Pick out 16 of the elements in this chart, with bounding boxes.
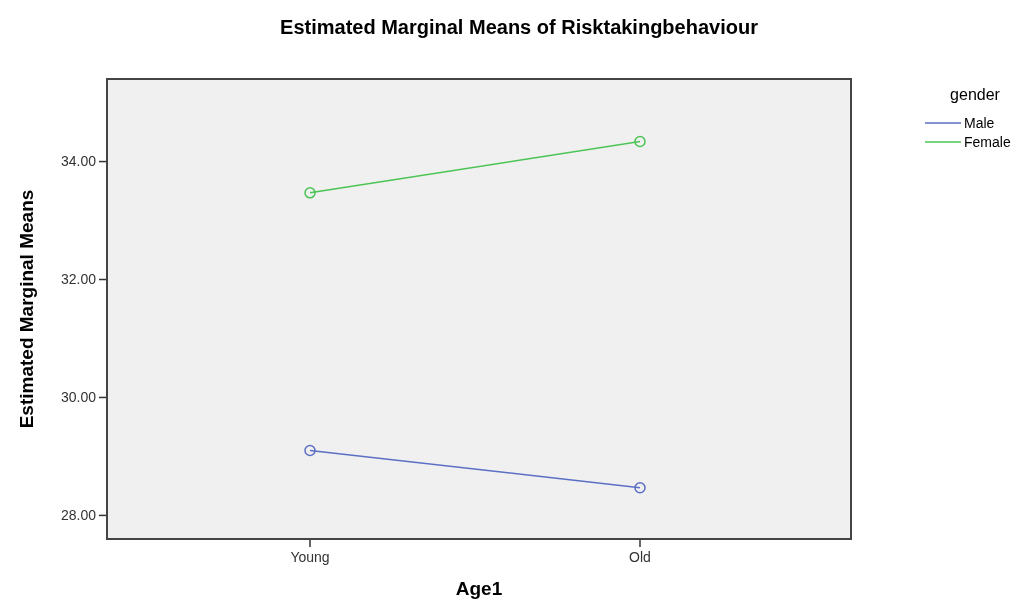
- point: [634, 481, 646, 494]
- y-tick-label: 28.00: [60, 507, 97, 524]
- x-tick-label: Old: [629, 549, 651, 565]
- point: [304, 444, 316, 457]
- x-tick-label: Young: [290, 549, 330, 565]
- y-axis-title: Estimated Marginal Means: [16, 189, 37, 429]
- point: [634, 135, 646, 148]
- chart-title: Estimated Marginal Means of Risktakingbehaviour: [280, 16, 759, 38]
- point: [304, 187, 316, 199]
- legend-title: gender: [950, 86, 1001, 103]
- y-tick-label: 32.00: [60, 271, 97, 288]
- legend-label: Female: [964, 133, 1011, 150]
- y-tick-label: 34.00: [60, 153, 97, 170]
- legend-label: Male: [964, 114, 995, 131]
- y-tick-label: 30.00: [60, 389, 97, 406]
- x-axis-title: Age1: [455, 578, 503, 599]
